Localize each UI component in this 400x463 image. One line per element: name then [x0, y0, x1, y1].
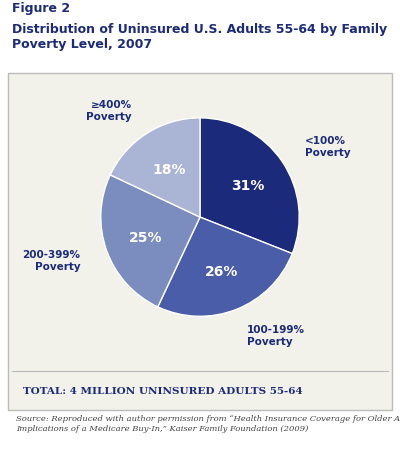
Text: 18%: 18%: [152, 162, 186, 176]
Text: 31%: 31%: [231, 178, 264, 192]
Text: 100-199%
Poverty: 100-199% Poverty: [247, 324, 305, 347]
Text: 25%: 25%: [129, 230, 163, 244]
Text: Source: Reproduced with author permission from “Health Insurance Coverage for Ol: Source: Reproduced with author permissio…: [16, 414, 400, 432]
Text: <100%
Poverty: <100% Poverty: [305, 135, 351, 157]
Text: 26%: 26%: [204, 264, 238, 278]
Text: Distribution of Uninsured U.S. Adults 55-64 by Family
Poverty Level, 2007: Distribution of Uninsured U.S. Adults 55…: [12, 23, 387, 51]
Text: ≥400%
Poverty: ≥400% Poverty: [86, 100, 132, 122]
Text: Figure 2: Figure 2: [12, 2, 70, 15]
Wedge shape: [101, 175, 200, 307]
Wedge shape: [110, 119, 200, 218]
Text: TOTAL: 4 MILLION UNINSURED ADULTS 55-64: TOTAL: 4 MILLION UNINSURED ADULTS 55-64: [23, 386, 303, 395]
Text: 200-399%
Poverty: 200-399% Poverty: [22, 250, 80, 272]
Wedge shape: [158, 218, 292, 317]
Wedge shape: [200, 119, 299, 254]
